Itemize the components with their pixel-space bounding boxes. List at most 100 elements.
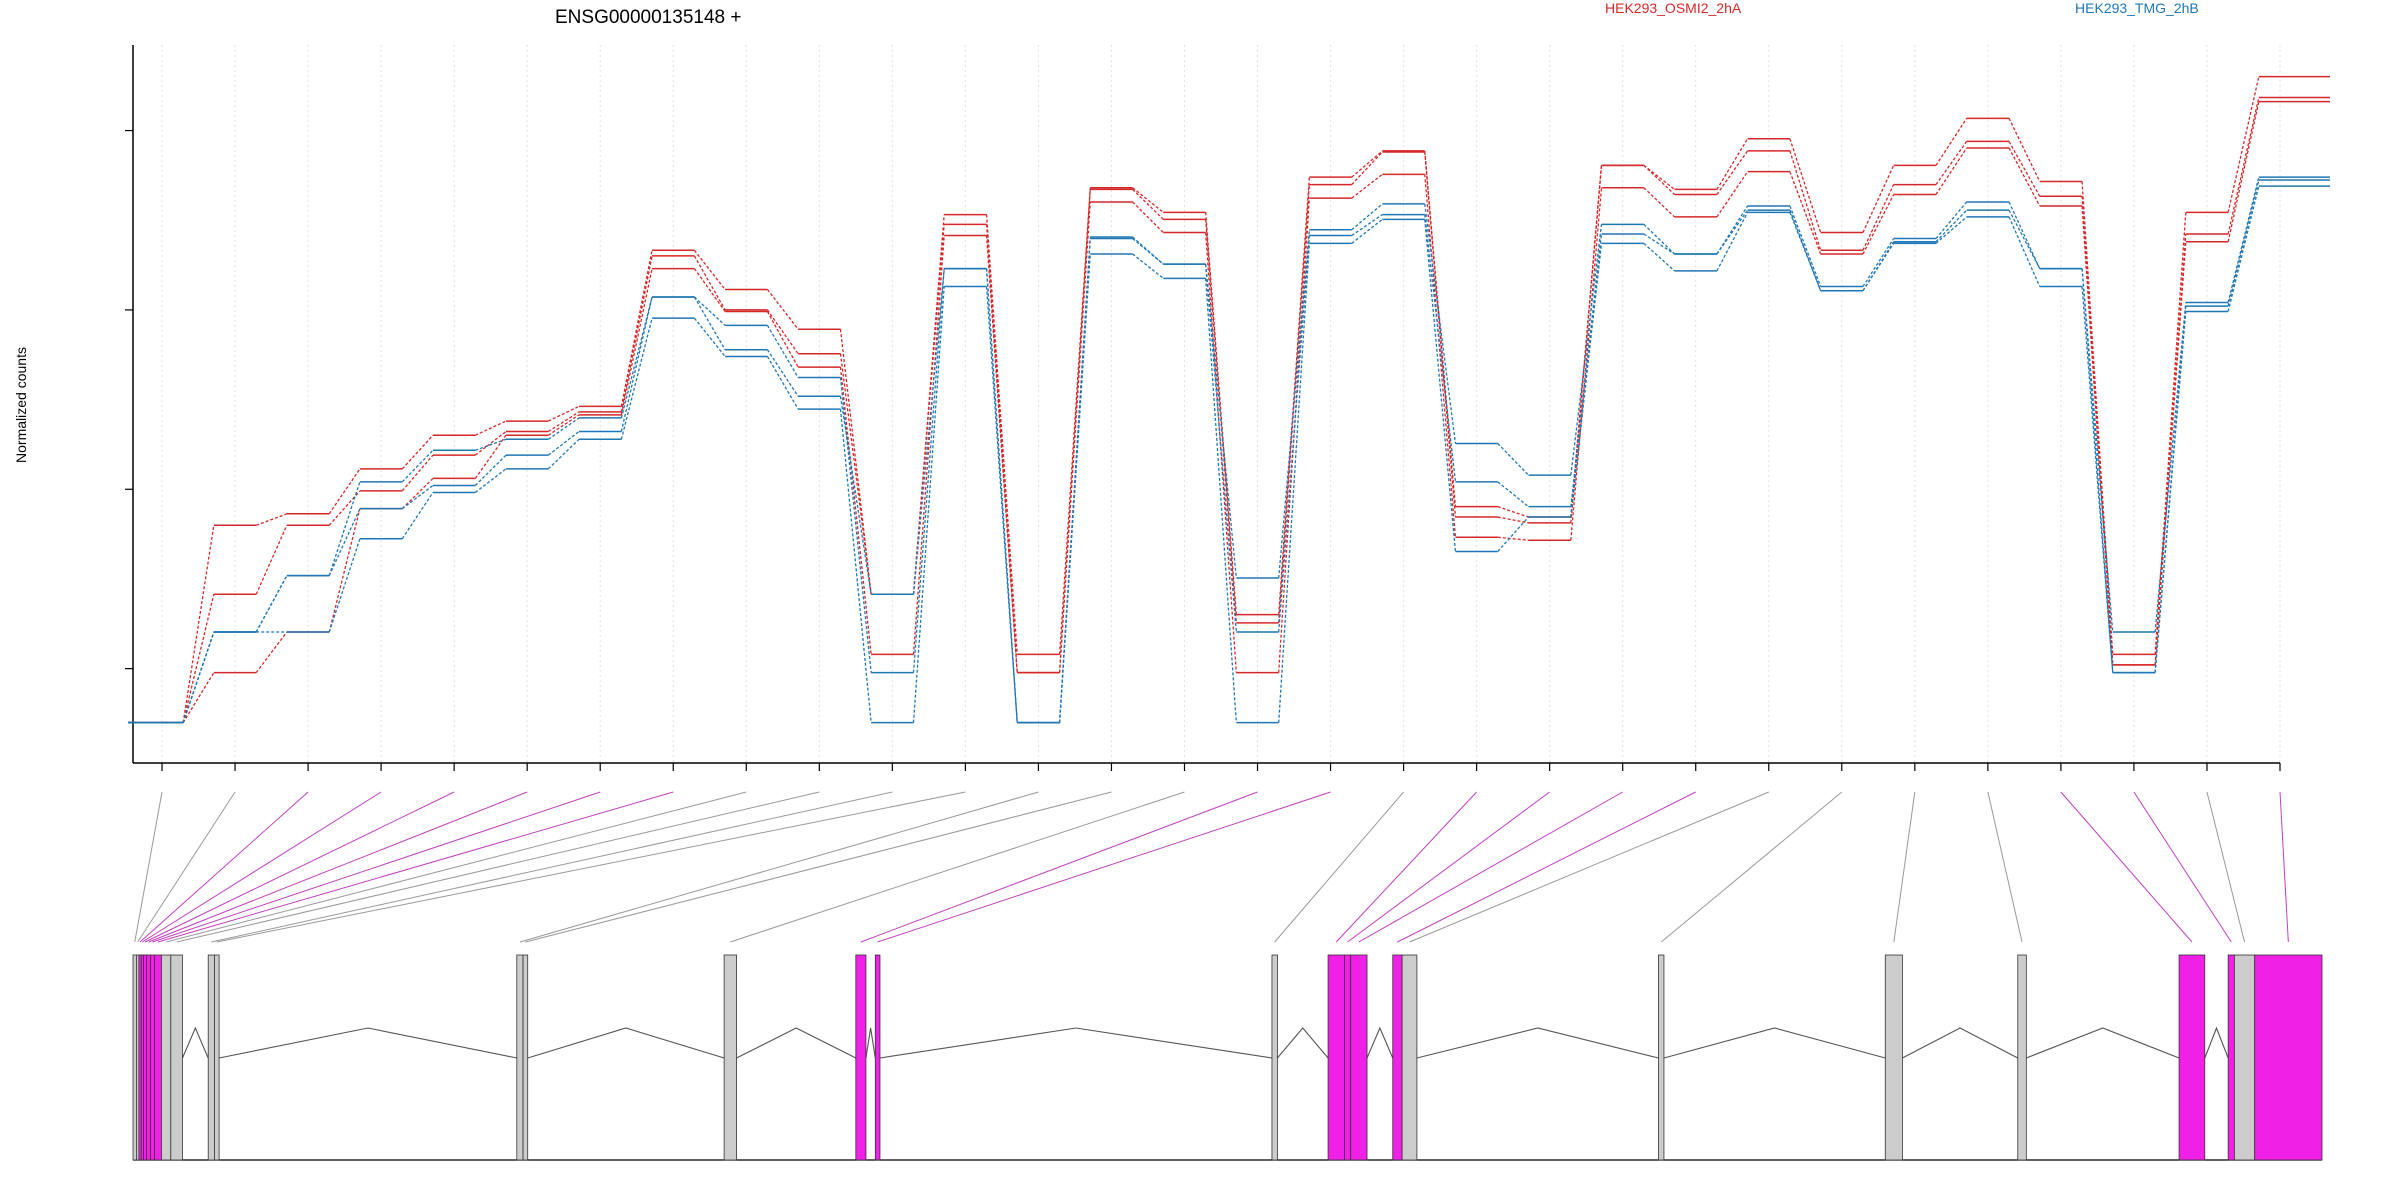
series-connector <box>620 296 653 419</box>
series-connector <box>2154 302 2187 633</box>
intron-line <box>865 1027 876 1059</box>
series-connector <box>912 286 945 723</box>
exon-connector <box>148 791 528 943</box>
exon-connector <box>1274 791 1404 943</box>
series-connector <box>1424 219 1457 552</box>
series-connector <box>1351 151 1383 186</box>
intron-line <box>1366 1026 1394 1059</box>
series-connector <box>547 414 580 436</box>
series-connector <box>2081 268 2114 633</box>
series-connector <box>620 250 653 407</box>
exon-connector <box>1893 791 1916 943</box>
series-connector <box>548 405 580 422</box>
series-connector <box>401 492 434 540</box>
series-connector <box>2008 141 2041 197</box>
series-connector <box>1205 232 1237 673</box>
intron-line <box>219 1027 517 1059</box>
intron-line <box>2026 1027 2180 1059</box>
series-connector <box>1058 187 1091 655</box>
series-connector <box>1424 174 1457 538</box>
exon-block <box>2234 954 2256 1161</box>
series-connector <box>2008 147 2041 207</box>
series-connector <box>548 411 580 433</box>
exon-block <box>1327 954 1345 1161</box>
series-connector <box>1716 212 1749 272</box>
series-connector <box>2154 241 2187 665</box>
exon-connectors <box>134 791 2289 943</box>
y-axis-label: Normalized counts <box>13 347 29 463</box>
exon-block <box>207 954 215 1161</box>
exon-block <box>170 954 183 1161</box>
series-connector <box>693 268 726 312</box>
exon-connector <box>152 791 601 943</box>
series-connector <box>1058 253 1091 723</box>
series-connector <box>1497 536 1529 541</box>
series-connector <box>1643 233 1675 255</box>
series-line <box>128 179 2330 724</box>
series-connector <box>839 409 872 723</box>
series-connector <box>766 325 799 378</box>
exon-block <box>522 954 529 1161</box>
series-connector <box>912 268 945 673</box>
series-connector <box>839 353 872 595</box>
series-connector <box>547 430 580 456</box>
series-connector <box>1278 243 1311 723</box>
intron-line <box>1902 1027 2019 1059</box>
gene-model <box>132 954 2323 1161</box>
series-connector <box>401 477 434 510</box>
series-connector <box>1643 187 1675 218</box>
series-connector <box>693 249 726 290</box>
exon-connector <box>157 791 674 943</box>
series-connector <box>1716 138 1749 190</box>
series-connector <box>2008 216 2041 287</box>
series-connector <box>474 468 507 493</box>
series-connector <box>1132 238 1164 265</box>
exon-connector <box>142 791 382 943</box>
series-connector <box>766 311 799 368</box>
exon-connector <box>137 791 236 943</box>
series-connector <box>547 438 580 470</box>
series-connector <box>475 438 507 451</box>
intron-line <box>879 1027 1273 1059</box>
series-connector <box>1716 150 1749 195</box>
series-connector <box>1935 117 1968 166</box>
series-connector <box>255 513 288 526</box>
exon-block <box>1392 954 1403 1161</box>
series-connector <box>693 255 726 311</box>
series-connector <box>1570 224 1603 476</box>
series-connector <box>912 235 945 655</box>
series-connector <box>766 289 799 330</box>
series-connector <box>328 508 361 633</box>
series-connector <box>1862 165 1895 233</box>
intron-line <box>2204 1026 2229 1059</box>
series-connector <box>1132 253 1164 279</box>
series-connector <box>1570 233 1603 507</box>
exon-block <box>855 954 867 1161</box>
series-line <box>128 185 2330 724</box>
series-connector <box>766 349 799 397</box>
intron-line <box>736 1027 857 1059</box>
series-connector <box>475 420 507 436</box>
exon-connector <box>176 791 820 943</box>
series-connector <box>2081 205 2114 665</box>
legend-label-group-1: HEK293_OSMI2_2hA <box>1605 0 1742 16</box>
series-connector <box>985 286 1018 723</box>
legend-label-group-2: HEK293_TMG_2hB <box>2075 0 2199 16</box>
series-connector <box>2227 76 2260 213</box>
series-connector <box>474 430 507 456</box>
series-connector <box>255 631 288 674</box>
series-connector <box>2227 97 2260 235</box>
series-connector <box>2227 101 2260 242</box>
series-connector <box>401 434 434 470</box>
series-connector <box>766 309 799 355</box>
exon-connector <box>525 791 1112 943</box>
series-connector <box>401 449 434 483</box>
series-connector <box>1643 242 1675 272</box>
series-connector <box>1935 147 1968 195</box>
exon-block <box>1271 954 1278 1161</box>
series-connector <box>1278 235 1311 633</box>
series-connector <box>1497 516 1529 524</box>
series-connector <box>1058 201 1091 673</box>
series-connector <box>255 575 288 633</box>
